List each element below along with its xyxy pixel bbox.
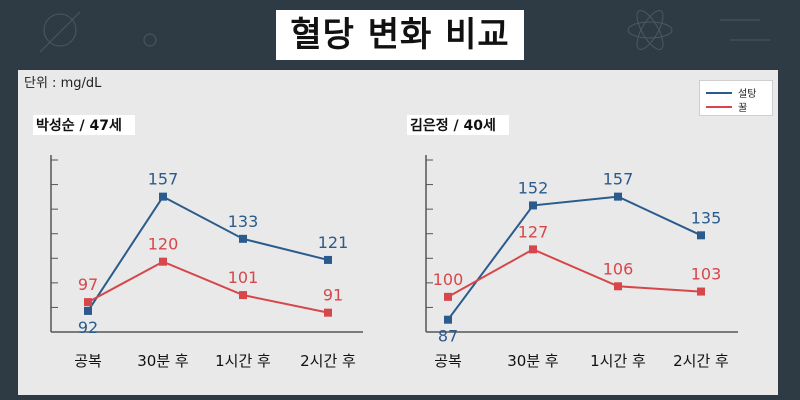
data-label: 97 xyxy=(78,275,98,294)
data-point xyxy=(614,192,622,201)
unit-label: 단위 : mg/dL xyxy=(24,76,102,91)
data-label: 157 xyxy=(603,170,634,189)
x-tick-label: 30분 후 xyxy=(507,352,559,370)
data-label: 152 xyxy=(518,178,549,197)
data-point xyxy=(697,287,705,296)
legend-label-honey: 꿀 xyxy=(738,103,748,114)
data-point xyxy=(239,291,247,300)
data-label: 101 xyxy=(228,268,259,287)
title-container: 혈당 변화 비교 xyxy=(0,10,800,60)
legend-item-sugar: 설탕 xyxy=(706,85,756,100)
x-tick-label: 2시간 후 xyxy=(300,352,356,370)
data-label: 103 xyxy=(691,265,722,284)
data-label: 157 xyxy=(148,170,179,189)
data-point xyxy=(84,298,92,307)
page-title: 혈당 변화 비교 xyxy=(276,10,524,60)
data-label: 135 xyxy=(691,208,722,227)
chart-title: 김은정 / 40세 xyxy=(410,117,496,134)
data-label: 100 xyxy=(433,270,464,289)
legend-swatch-sugar xyxy=(706,91,732,94)
legend-label-sugar: 설탕 xyxy=(738,89,757,100)
legend-item-honey: 꿀 xyxy=(706,99,747,114)
x-tick-label: 공복 xyxy=(434,352,462,370)
data-point xyxy=(444,292,452,301)
x-tick-label: 공복 xyxy=(74,352,102,370)
data-point xyxy=(324,308,332,317)
x-tick-label: 1시간 후 xyxy=(590,352,646,370)
data-label: 106 xyxy=(603,259,634,278)
x-tick-label: 1시간 후 xyxy=(215,352,271,370)
data-label: 87 xyxy=(438,327,458,346)
data-label: 133 xyxy=(228,212,259,231)
data-point xyxy=(159,192,167,201)
data-point xyxy=(84,306,92,315)
x-tick-label: 30분 후 xyxy=(137,352,189,370)
data-point xyxy=(239,234,247,243)
data-point xyxy=(324,255,332,264)
series-line-honey xyxy=(447,248,702,298)
data-point xyxy=(529,245,537,254)
data-label: 92 xyxy=(78,318,98,337)
data-point xyxy=(529,201,537,210)
data-label: 127 xyxy=(518,222,549,241)
chart-title-box xyxy=(33,115,135,135)
data-point xyxy=(697,231,705,240)
data-label: 121 xyxy=(318,233,349,252)
data-label: 120 xyxy=(148,235,179,254)
x-tick-label: 2시간 후 xyxy=(673,352,729,370)
series-line-honey xyxy=(87,260,329,314)
series-line-sugar xyxy=(447,195,702,321)
data-point xyxy=(444,315,452,324)
chart-title-box xyxy=(407,115,509,135)
data-label: 91 xyxy=(323,286,343,305)
data-point xyxy=(159,257,167,266)
data-point xyxy=(614,282,622,291)
chart-title: 박성순 / 47세 xyxy=(36,117,122,134)
legend-swatch-honey xyxy=(706,105,732,108)
legend: 설탕 꿀 xyxy=(699,80,773,116)
series-line-sugar xyxy=(87,195,329,312)
